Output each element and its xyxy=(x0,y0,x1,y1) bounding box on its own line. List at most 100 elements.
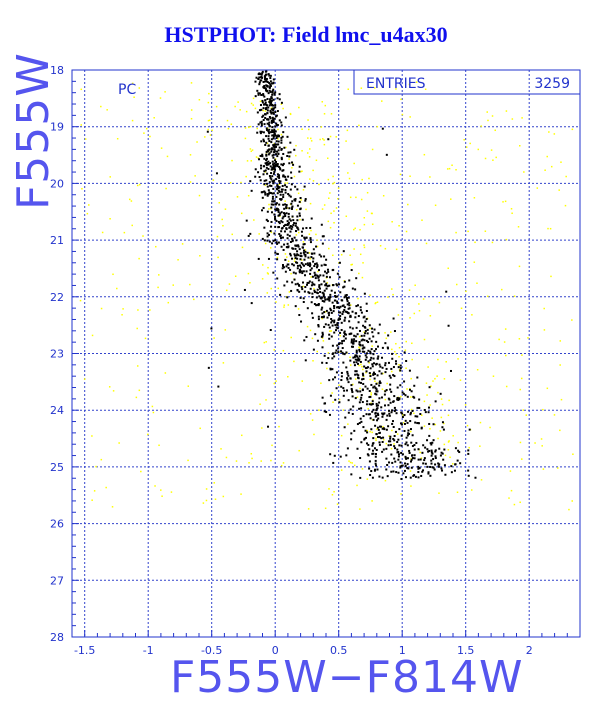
point-yellow xyxy=(208,92,210,95)
point-black xyxy=(390,390,393,393)
point-black xyxy=(263,239,266,242)
point-yellow xyxy=(505,238,508,241)
point-black xyxy=(331,368,334,371)
point-black xyxy=(374,392,377,395)
point-yellow xyxy=(505,385,508,388)
point-black xyxy=(371,363,374,366)
point-black xyxy=(276,185,279,188)
point-black xyxy=(413,384,416,387)
point-yellow xyxy=(293,360,295,363)
point-yellow xyxy=(318,409,320,411)
point-yellow xyxy=(560,161,562,163)
point-black xyxy=(270,111,273,114)
point-black xyxy=(400,411,403,414)
point-black xyxy=(380,406,383,409)
point-black xyxy=(356,359,359,362)
point-black xyxy=(343,296,346,299)
point-yellow xyxy=(138,87,141,89)
point-black xyxy=(274,111,277,114)
point-black xyxy=(295,261,298,264)
point-yellow xyxy=(270,247,272,249)
point-black xyxy=(369,474,372,477)
point-yellow xyxy=(130,200,133,202)
point-yellow xyxy=(379,245,382,247)
point-black xyxy=(354,335,357,338)
point-black xyxy=(304,253,307,256)
point-black xyxy=(337,351,340,354)
point-black xyxy=(350,338,353,341)
point-yellow xyxy=(208,119,211,121)
point-yellow xyxy=(337,187,340,189)
point-black xyxy=(331,357,334,360)
point-black xyxy=(433,468,436,471)
point-black xyxy=(276,184,279,187)
point-black xyxy=(406,457,409,460)
point-black xyxy=(270,172,273,175)
point-black xyxy=(358,407,361,410)
point-black xyxy=(357,377,360,380)
point-black xyxy=(430,462,433,465)
point-yellow xyxy=(477,148,480,151)
point-black xyxy=(390,453,393,456)
point-yellow xyxy=(456,491,459,494)
point-yellow xyxy=(118,442,120,444)
point-black xyxy=(392,437,395,440)
point-black xyxy=(323,263,326,266)
point-black xyxy=(388,412,391,415)
point-black xyxy=(280,227,283,230)
point-black xyxy=(341,313,344,316)
point-yellow xyxy=(154,245,157,248)
point-black xyxy=(334,351,337,354)
point-black xyxy=(271,91,274,94)
point-yellow xyxy=(265,399,267,401)
point-black xyxy=(362,374,365,377)
point-black xyxy=(264,74,267,77)
point-black xyxy=(392,400,395,403)
point-yellow xyxy=(109,218,111,220)
point-yellow xyxy=(409,470,412,472)
point-black xyxy=(354,397,357,400)
point-black xyxy=(273,232,276,235)
point-yellow xyxy=(372,399,374,401)
point-black xyxy=(275,150,278,153)
point-yellow xyxy=(228,283,231,285)
point-black xyxy=(392,425,395,428)
point-black xyxy=(268,86,271,89)
point-yellow xyxy=(209,134,212,136)
point-yellow xyxy=(123,231,126,234)
point-black xyxy=(434,450,437,453)
point-black xyxy=(262,131,265,134)
point-black xyxy=(363,334,366,337)
point-black xyxy=(277,210,280,213)
point-black xyxy=(325,287,328,290)
point-black xyxy=(351,327,354,330)
point-black xyxy=(301,234,304,237)
point-yellow xyxy=(371,345,373,347)
point-black xyxy=(284,188,287,191)
point-yellow xyxy=(559,340,562,342)
point-black xyxy=(348,302,351,305)
point-black xyxy=(272,181,275,184)
point-yellow xyxy=(353,228,355,231)
point-black xyxy=(318,269,321,272)
point-black xyxy=(350,432,353,435)
point-black xyxy=(314,274,317,277)
point-black xyxy=(375,390,378,393)
point-black xyxy=(410,458,413,461)
point-black xyxy=(332,310,335,313)
point-black xyxy=(359,398,362,401)
point-black xyxy=(351,395,354,398)
point-black xyxy=(313,271,316,274)
point-black xyxy=(317,325,320,328)
point-black xyxy=(419,413,422,416)
point-black xyxy=(439,454,442,457)
point-yellow xyxy=(564,204,567,207)
point-black xyxy=(254,80,257,83)
point-yellow xyxy=(366,429,368,432)
point-black xyxy=(338,342,341,345)
point-black xyxy=(285,206,288,209)
point-yellow xyxy=(138,183,141,186)
point-black xyxy=(291,281,294,284)
point-black xyxy=(342,310,345,313)
point-yellow xyxy=(277,128,279,131)
